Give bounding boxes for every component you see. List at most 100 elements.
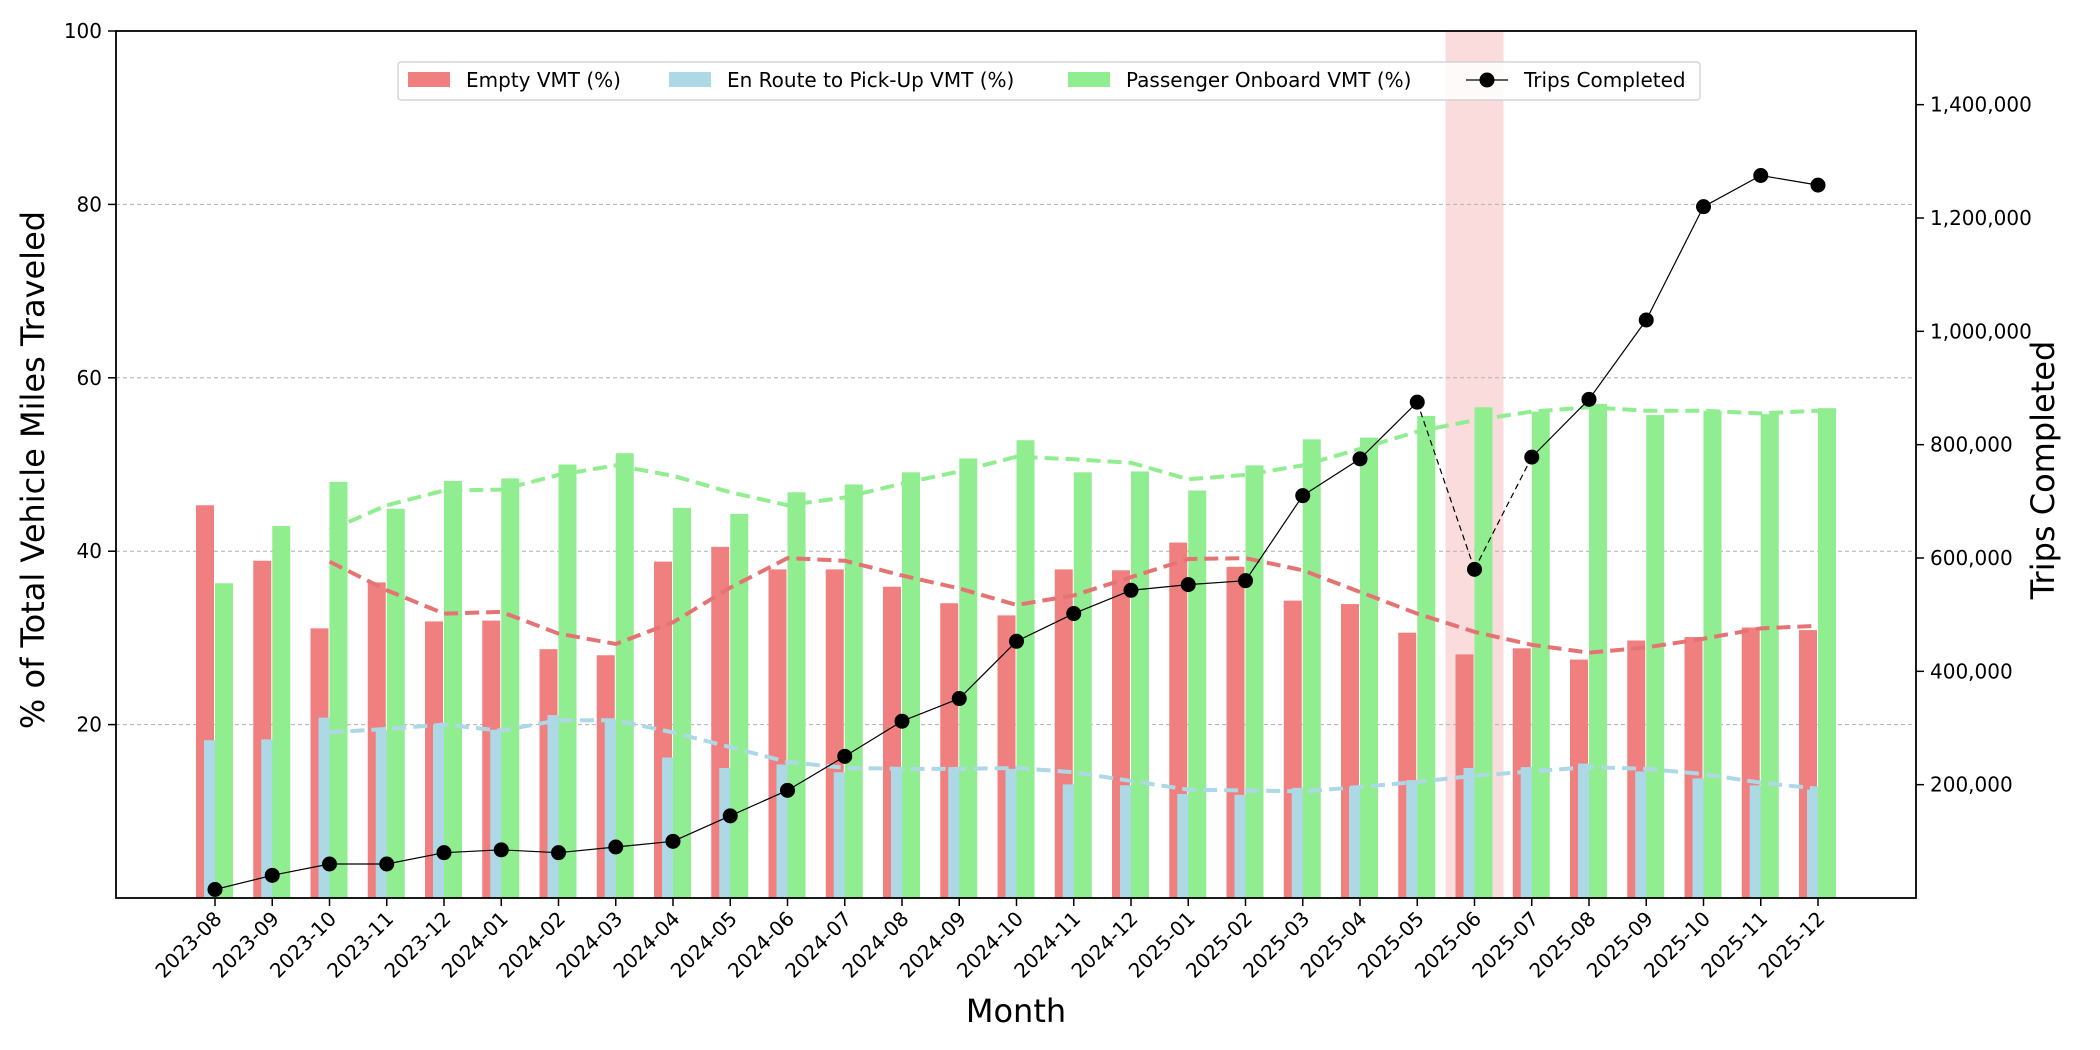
passenger-onboard-vmt-bar xyxy=(1531,411,1550,898)
trips-completed-segment xyxy=(1245,495,1304,582)
axes xyxy=(108,30,1924,906)
y-axis-label: % of Total Vehicle Miles Traveled xyxy=(14,211,52,729)
passenger-onboard-vmt-bar xyxy=(501,478,520,898)
legend-item-en-route-vmt-label: En Route to Pick-Up VMT (%) xyxy=(727,68,1014,92)
passenger-onboard-vmt-bar xyxy=(902,472,920,898)
empty-vmt-trend-line xyxy=(328,556,1819,655)
trips-completed-point xyxy=(1352,451,1368,467)
passenger-onboard-vmt-bar xyxy=(1703,410,1722,898)
axis-titles: Month % of Total Vehicle Miles Traveled … xyxy=(14,211,2062,1030)
trips-completed-segment xyxy=(1645,206,1705,321)
trips-completed-point xyxy=(1696,199,1711,215)
trips-completed-segment xyxy=(901,697,960,722)
legend-item-passenger-onboard-vmt-label: Passenger Onboard VMT (%) xyxy=(1126,68,1411,92)
trips-completed-segment xyxy=(1760,174,1819,186)
trips-completed-point xyxy=(951,691,967,707)
trips-completed-segment xyxy=(272,863,330,876)
trips-completed-point xyxy=(1009,633,1024,649)
trips-completed-segment xyxy=(1073,589,1132,615)
trips-completed-segment xyxy=(1531,398,1590,458)
x-axis-label: Month xyxy=(966,992,1066,1030)
passenger-onboard-vmt-bar xyxy=(1360,437,1378,898)
trips-completed-segment xyxy=(443,849,502,854)
y2-tick-label: 800,000 xyxy=(1930,433,2013,457)
passenger-onboard-vmt-bar xyxy=(386,508,405,898)
passenger-onboard-vmt-bar xyxy=(1760,414,1779,898)
passenger-onboard-vmt-bar xyxy=(558,464,577,898)
y2-axis-label: Trips Completed xyxy=(2024,341,2062,601)
passenger-onboard-vmt-bar xyxy=(730,513,749,898)
trips-completed-point xyxy=(1581,391,1597,407)
passenger-onboard-vmt-bar xyxy=(1417,415,1436,898)
y-tick-label: 60 xyxy=(77,366,102,390)
trips-completed-segment xyxy=(214,874,273,891)
passenger-onboard-vmt-bar xyxy=(1131,471,1149,898)
y-tick-label: 80 xyxy=(77,192,102,216)
trips-completed-point xyxy=(665,833,681,849)
trend-lines xyxy=(328,405,1819,794)
trips-completed-segment xyxy=(1588,319,1647,400)
passenger-onboard-vmt-bar xyxy=(787,492,806,898)
trips-completed-point xyxy=(1238,573,1253,589)
en-route-vmt-trend-line xyxy=(329,718,1819,794)
passenger-onboard-vmt-bar xyxy=(1245,465,1264,898)
trips-completed-point xyxy=(436,845,452,861)
trips-completed-point xyxy=(551,845,566,861)
trips-completed-segment xyxy=(958,640,1017,699)
trips-completed-point xyxy=(1409,394,1425,410)
trips-completed-point xyxy=(722,808,738,824)
passenger-onboard-vmt-bar xyxy=(444,480,462,898)
passenger-onboard-vmt-bar xyxy=(1818,408,1836,898)
y-tick-label: 40 xyxy=(77,539,102,563)
trips-completed-segment xyxy=(1359,401,1418,460)
trips-completed-point xyxy=(1467,561,1482,577)
trips-completed-segment xyxy=(787,755,846,791)
passenger-onboard-vmt-bar xyxy=(844,484,863,898)
trips-completed-segment xyxy=(844,720,903,757)
legend-item-passenger-onboard-vmt-swatch xyxy=(1068,72,1110,87)
passenger-onboard-vmt-bar xyxy=(1474,407,1493,898)
trips-completed-point xyxy=(1180,577,1196,593)
trips-completed-point xyxy=(1295,488,1311,504)
passenger-onboard-vmt-bar xyxy=(615,453,634,898)
trips-completed-series xyxy=(207,168,1826,897)
legend-item-trips-completed-marker xyxy=(1479,72,1495,88)
legend: Empty VMT (%) En Route to Pick-Up VMT (%)… xyxy=(397,61,1701,101)
trips-completed-segment xyxy=(1302,458,1361,497)
passenger-onboard-vmt-bar xyxy=(1016,440,1035,898)
trips-completed-point xyxy=(1123,582,1139,598)
passenger-onboard-vmt-bar xyxy=(272,526,291,898)
y2-tick-label: 1,000,000 xyxy=(1930,319,2032,343)
trips-completed-point xyxy=(322,856,337,872)
legend-item-empty-vmt-label: Empty VMT (%) xyxy=(466,68,621,92)
trips-completed-segment xyxy=(1016,612,1075,642)
passenger-onboard-vmt-bar xyxy=(959,458,978,898)
y2-tick-label: 400,000 xyxy=(1930,659,2013,683)
trips-completed-point xyxy=(894,713,910,729)
trips-completed-segment xyxy=(1703,174,1762,208)
trips-completed-point xyxy=(1524,449,1540,465)
trips-completed-point xyxy=(207,882,223,897)
trips-completed-point xyxy=(837,748,853,764)
trips-completed-point xyxy=(608,839,624,855)
trips-completed-segment xyxy=(1188,580,1246,586)
legend-box xyxy=(397,61,1701,101)
grid-lines xyxy=(116,203,1916,726)
trips-completed-segment xyxy=(501,849,559,854)
trips-completed-point xyxy=(1810,177,1826,193)
trips-completed-point xyxy=(1066,606,1082,622)
y-tick-label: 100 xyxy=(64,19,102,43)
trips-completed-segment xyxy=(1130,584,1189,591)
trips-completed-segment xyxy=(672,815,731,842)
y2-tick-label: 600,000 xyxy=(1930,546,2013,570)
trips-completed-point xyxy=(1638,312,1654,328)
trips-completed-segment xyxy=(1473,456,1533,570)
trips-completed-segment xyxy=(730,789,788,817)
passenger-onboard-vmt-bar xyxy=(215,583,233,898)
passenger-onboard-vmt-bar xyxy=(1646,415,1665,898)
trips-completed-point xyxy=(264,867,280,883)
trips-completed-segment xyxy=(386,852,445,865)
trips-completed-point xyxy=(493,842,509,858)
y2-tick-label: 1,200,000 xyxy=(1930,206,2032,230)
